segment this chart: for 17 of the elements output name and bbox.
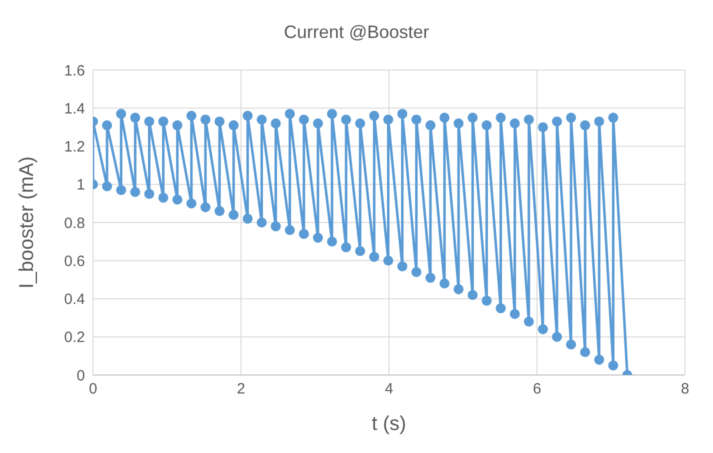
x-tick-label: 4 (384, 380, 394, 398)
y-tick-label: 1.4 (64, 100, 85, 118)
y-tick-label: 0.8 (64, 214, 85, 232)
x-axis-title: t (s) (372, 413, 406, 435)
x-tick-label: 2 (236, 380, 246, 398)
y-tick-label: 1 (76, 176, 85, 194)
y-tick-label: 0.2 (64, 329, 85, 346)
x-tick-label: 6 (532, 380, 542, 398)
x-tick-label: 8 (680, 380, 690, 398)
y-axis-title: I_booster (mA) (16, 156, 38, 289)
y-tick-label: 0.6 (64, 252, 85, 270)
y-tick-label: 1.6 (64, 62, 85, 80)
y-tick-label: 1.2 (64, 138, 85, 156)
x-tick-label: 0 (88, 380, 98, 398)
y-tick-label: 0.4 (64, 291, 85, 308)
chart-title: Current @Booster (282, 21, 430, 44)
y-tick-label: 0 (76, 367, 85, 384)
